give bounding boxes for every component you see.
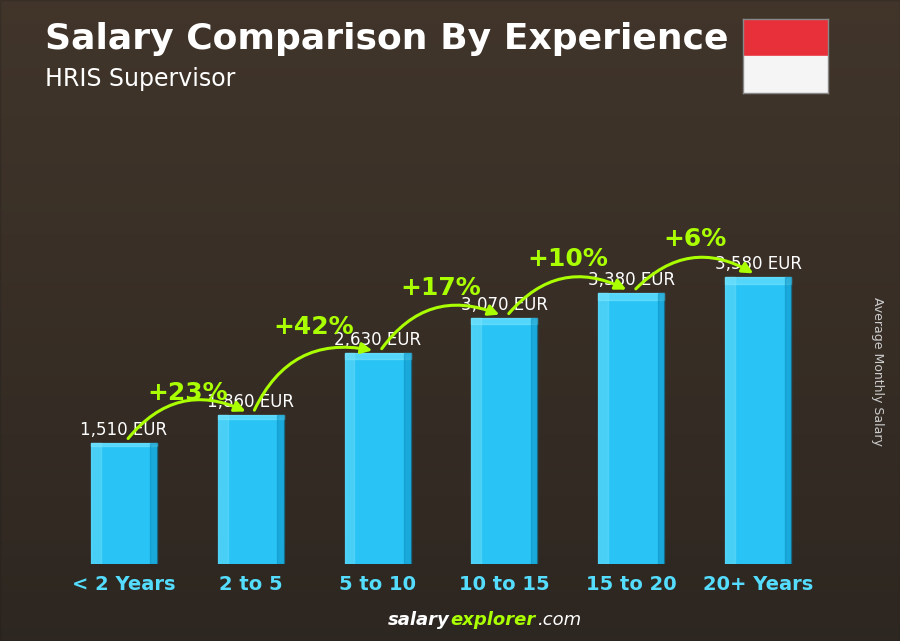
Bar xyxy=(725,277,735,564)
Bar xyxy=(472,318,537,564)
Bar xyxy=(345,353,410,358)
Text: 3,380 EUR: 3,380 EUR xyxy=(588,271,675,289)
Bar xyxy=(472,318,482,564)
Text: 1,860 EUR: 1,860 EUR xyxy=(207,393,294,411)
Bar xyxy=(742,19,828,56)
Text: 3,580 EUR: 3,580 EUR xyxy=(715,255,802,273)
Text: Salary Comparison By Experience: Salary Comparison By Experience xyxy=(45,22,728,56)
Bar xyxy=(218,415,284,564)
Bar xyxy=(725,277,791,564)
Bar xyxy=(345,353,410,564)
Text: +17%: +17% xyxy=(400,276,482,299)
Text: .com: .com xyxy=(538,611,582,629)
Bar xyxy=(785,277,791,564)
Text: salary: salary xyxy=(388,611,450,629)
Bar xyxy=(598,294,664,564)
Text: Average Monthly Salary: Average Monthly Salary xyxy=(871,297,884,446)
Bar xyxy=(725,277,791,285)
Bar xyxy=(531,318,537,564)
Text: 2,630 EUR: 2,630 EUR xyxy=(334,331,421,349)
Bar xyxy=(472,318,537,324)
Bar xyxy=(658,294,664,564)
Text: HRIS Supervisor: HRIS Supervisor xyxy=(45,67,236,91)
Text: +23%: +23% xyxy=(147,381,228,404)
Text: +6%: +6% xyxy=(663,227,726,251)
Bar xyxy=(218,415,228,564)
Bar xyxy=(598,294,608,564)
Bar xyxy=(345,353,355,564)
Text: 1,510 EUR: 1,510 EUR xyxy=(80,420,167,438)
Bar xyxy=(742,56,828,93)
Bar xyxy=(218,415,284,419)
Bar xyxy=(150,443,157,564)
Text: explorer: explorer xyxy=(450,611,536,629)
Text: +42%: +42% xyxy=(274,315,355,339)
Bar xyxy=(598,294,664,300)
Bar xyxy=(277,415,284,564)
Bar xyxy=(91,443,157,564)
Text: 3,070 EUR: 3,070 EUR xyxy=(461,296,548,313)
Bar xyxy=(404,353,410,564)
Bar xyxy=(91,443,101,564)
Text: +10%: +10% xyxy=(527,247,608,271)
Bar xyxy=(91,443,157,446)
